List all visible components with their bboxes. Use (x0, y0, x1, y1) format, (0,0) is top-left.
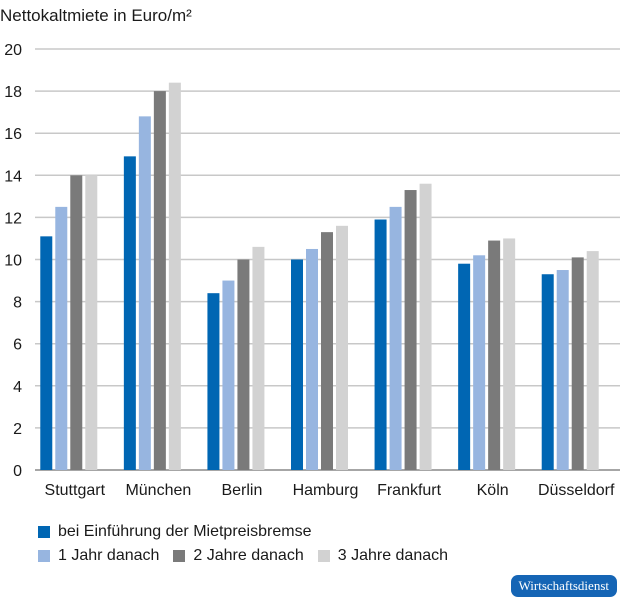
bar (252, 246, 265, 470)
x-tick-label: Stuttgart (45, 482, 106, 499)
y-tick-label: 14 (4, 168, 22, 185)
y-tick-label: 16 (4, 126, 22, 143)
bar (168, 82, 181, 471)
chart-title: Nettokaltmiete in Euro/m² (0, 6, 192, 25)
bar (336, 225, 348, 470)
bar (404, 190, 417, 470)
y-tick-label: 2 (13, 421, 22, 438)
bar (571, 257, 584, 470)
legend-row-2: 1 Jahr danach 2 Jahre danach 3 Jahre dan… (38, 547, 462, 565)
bar (586, 251, 599, 470)
bar (55, 206, 68, 470)
bar (374, 219, 387, 470)
bar (123, 156, 136, 471)
x-tick-label: Berlin (221, 482, 262, 499)
legend-item: 2 Jahre danach (173, 547, 304, 565)
legend-swatch (38, 526, 50, 538)
bar (207, 293, 220, 470)
y-tick-label: 8 (13, 295, 22, 312)
bar (503, 238, 516, 470)
legend-label: 3 Jahre danach (337, 547, 449, 564)
x-tick-label: Frankfurt (377, 482, 442, 499)
bar (222, 280, 235, 470)
y-tick-label: 20 (4, 42, 22, 59)
bar (291, 259, 303, 470)
bar (389, 206, 402, 470)
source-badge: Wirtschaftsdienst (510, 575, 617, 597)
bar (138, 116, 151, 471)
x-tick-label: Hamburg (293, 482, 359, 499)
legend-label: bei Einführung der Mietpreisbremse (58, 523, 312, 540)
x-tick-label: München (125, 482, 191, 499)
bar (153, 91, 166, 470)
y-tick-label: 0 (13, 463, 22, 480)
bar (321, 232, 333, 470)
bar (541, 274, 554, 470)
bar (556, 270, 569, 470)
bar (488, 240, 501, 470)
bar (237, 259, 250, 470)
legend-item: 3 Jahre danach (317, 547, 449, 565)
x-tick-label: Köln (477, 482, 509, 499)
bar (40, 236, 53, 470)
y-tick-label: 18 (4, 84, 22, 101)
legend-swatch (38, 550, 50, 562)
y-tick-label: 6 (13, 337, 22, 354)
legend-row-1: bei Einführung der Mietpreisbremse (38, 523, 325, 541)
y-tick-label: 12 (4, 210, 22, 227)
legend-label: 1 Jahr danach (58, 547, 160, 564)
legend-item: bei Einführung der Mietpreisbremse (38, 523, 311, 541)
bar (306, 248, 318, 470)
bar-chart: 0 2 4 6 8 10 12 14 16 18 20 Stuttgart München Berlin H… (4, 42, 620, 499)
y-tick-label: 10 (4, 253, 22, 270)
bar (458, 263, 471, 470)
bar (473, 255, 486, 470)
bar (70, 175, 83, 471)
legend-swatch (317, 550, 330, 562)
y-tick-label: 4 (13, 379, 22, 396)
bar (419, 183, 432, 470)
legend-label: 2 Jahre danach (193, 547, 304, 564)
legend-item: 1 Jahr danach (38, 547, 159, 565)
legend-swatch (173, 550, 186, 562)
x-tick-label: Düsseldorf (538, 482, 615, 499)
bar (85, 175, 98, 471)
